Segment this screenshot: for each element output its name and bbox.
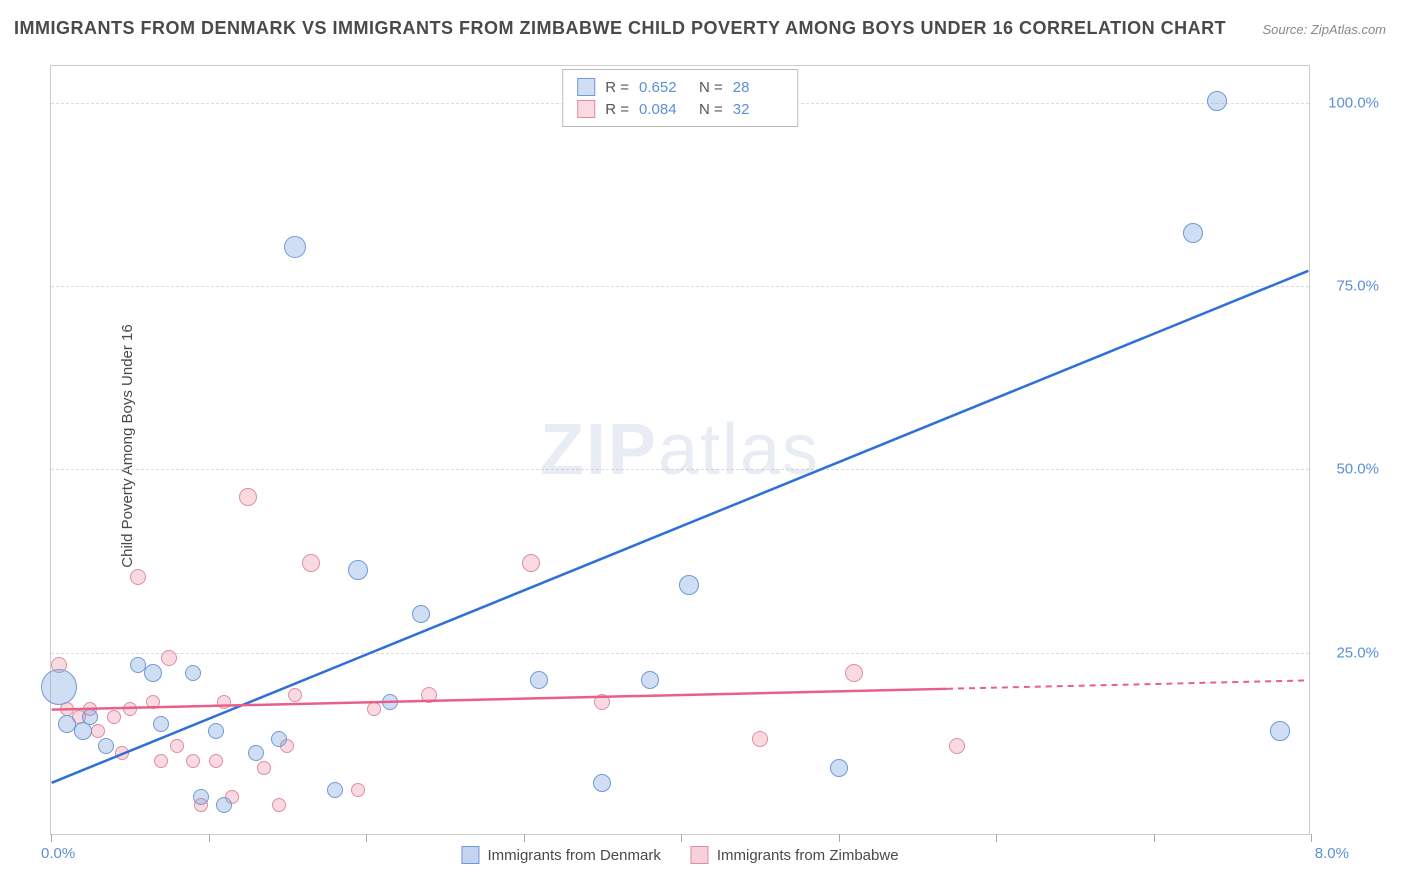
n-label: N = (699, 79, 723, 96)
data-point (170, 739, 184, 753)
legend-swatch (691, 846, 709, 864)
chart-title: IMMIGRANTS FROM DENMARK VS IMMIGRANTS FR… (14, 18, 1226, 39)
legend-series-label: Immigrants from Denmark (487, 847, 660, 864)
data-point (98, 738, 114, 754)
data-point (522, 554, 540, 572)
data-point (82, 709, 98, 725)
data-point (412, 605, 430, 623)
data-point (288, 688, 302, 702)
x-axis-min-label: 0.0% (41, 845, 75, 862)
data-point (185, 665, 201, 681)
legend-correlation-row: R = 0.652 N = 28 (577, 76, 783, 98)
r-value: 0.652 (639, 79, 689, 96)
legend-series-label: Immigrants from Zimbabwe (717, 847, 899, 864)
r-label: R = (605, 101, 629, 118)
x-tick (366, 834, 367, 842)
legend-correlation-row: R = 0.084 N = 32 (577, 98, 783, 120)
data-point (272, 798, 286, 812)
data-point (115, 746, 129, 760)
data-point (144, 664, 162, 682)
data-point (216, 797, 232, 813)
r-value: 0.084 (639, 101, 689, 118)
plot-area: ZIPatlas R =0.652N =28R =0.084N =32 Immi… (50, 65, 1310, 835)
data-point (186, 754, 200, 768)
data-point (382, 694, 398, 710)
y-tick-label: 25.0% (1336, 644, 1379, 661)
data-point (209, 754, 223, 768)
x-tick (996, 834, 997, 842)
data-point (348, 560, 368, 580)
legend-swatch (577, 78, 595, 96)
data-point (1270, 721, 1290, 741)
n-value: 32 (733, 101, 783, 118)
data-point (146, 695, 160, 709)
data-point (679, 575, 699, 595)
data-point (217, 695, 231, 709)
legend-swatch (461, 846, 479, 864)
gridline (51, 653, 1309, 654)
watermark-zip: ZIP (540, 410, 658, 490)
gridline (51, 469, 1309, 470)
n-value: 28 (733, 79, 783, 96)
data-point (421, 687, 437, 703)
legend-series: Immigrants from Denmark Immigrants from Z… (461, 846, 898, 864)
legend-series-item: Immigrants from Denmark (461, 846, 660, 864)
r-label: R = (605, 79, 629, 96)
data-point (130, 657, 146, 673)
data-point (161, 650, 177, 666)
x-tick (1311, 834, 1312, 842)
y-tick-label: 50.0% (1336, 461, 1379, 478)
x-tick (681, 834, 682, 842)
data-point (248, 745, 264, 761)
data-point (193, 789, 209, 805)
x-axis-max-label: 8.0% (1315, 845, 1349, 862)
trend-lines (51, 66, 1309, 834)
data-point (530, 671, 548, 689)
x-tick (51, 834, 52, 842)
data-point (239, 488, 257, 506)
data-point (830, 759, 848, 777)
x-tick (839, 834, 840, 842)
watermark-atlas: atlas (658, 410, 820, 490)
data-point (257, 761, 271, 775)
data-point (752, 731, 768, 747)
data-point (302, 554, 320, 572)
data-point (351, 783, 365, 797)
x-tick (209, 834, 210, 842)
source-label: Source: ZipAtlas.com (1262, 22, 1386, 37)
data-point (593, 774, 611, 792)
data-point (154, 754, 168, 768)
legend-correlation: R = 0.652 N = 28 R = 0.084 N = 32 (562, 69, 798, 127)
x-tick (524, 834, 525, 842)
y-tick-label: 100.0% (1328, 94, 1379, 111)
data-point (594, 694, 610, 710)
data-point (1183, 223, 1203, 243)
n-label: N = (699, 101, 723, 118)
data-point (367, 702, 381, 716)
y-tick-label: 75.0% (1336, 278, 1379, 295)
legend-series-item: Immigrants from Zimbabwe (691, 846, 899, 864)
data-point (284, 236, 306, 258)
data-point (327, 782, 343, 798)
gridline (51, 286, 1309, 287)
data-point (208, 723, 224, 739)
legend-swatch (577, 100, 595, 118)
data-point (91, 724, 105, 738)
data-point (641, 671, 659, 689)
data-point (130, 569, 146, 585)
data-point (153, 716, 169, 732)
data-point (271, 731, 287, 747)
data-point (123, 702, 137, 716)
data-point (949, 738, 965, 754)
x-tick (1154, 834, 1155, 842)
data-point (845, 664, 863, 682)
data-point (1207, 91, 1227, 111)
data-point (74, 722, 92, 740)
data-point (107, 710, 121, 724)
data-point (41, 669, 77, 705)
watermark: ZIPatlas (540, 409, 820, 491)
